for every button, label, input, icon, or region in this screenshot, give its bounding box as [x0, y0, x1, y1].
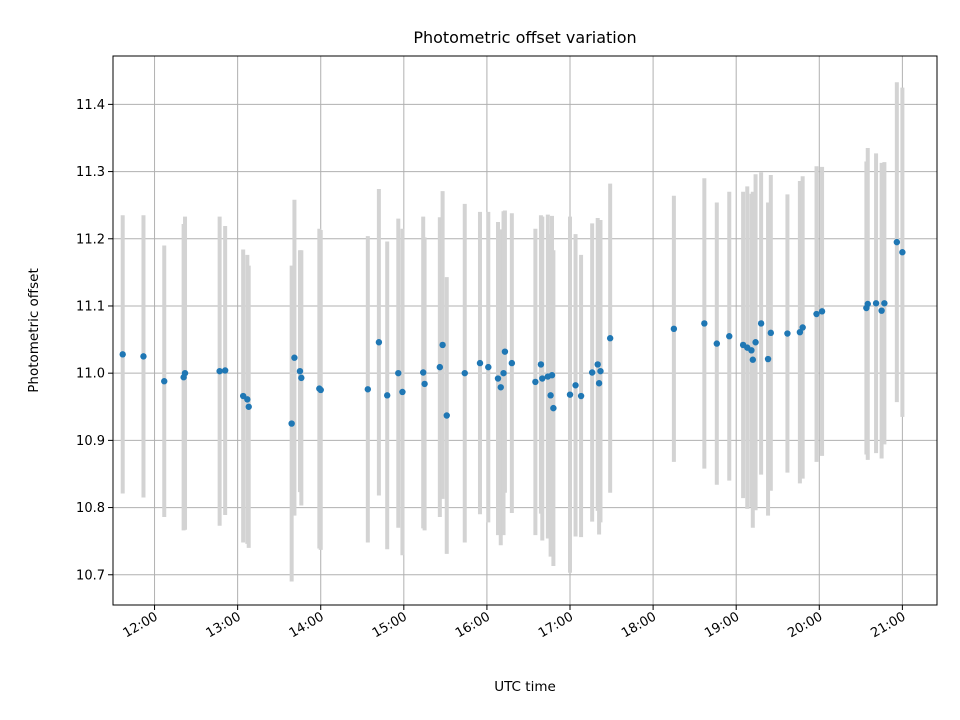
x-tick-label: 16:00 — [453, 609, 493, 641]
data-point — [726, 333, 733, 340]
data-point — [501, 348, 509, 355]
data-point — [864, 300, 871, 308]
data-point — [539, 375, 546, 382]
y-tick-label: 11.0 — [76, 367, 105, 382]
y-tick-label: 10.8 — [76, 501, 105, 516]
data-point — [244, 396, 251, 403]
data-point — [881, 300, 888, 307]
y-tick-label: 11.4 — [76, 98, 105, 113]
data-point — [572, 382, 579, 389]
data-point — [443, 412, 450, 419]
x-tick-label: 17:00 — [536, 609, 576, 641]
data-point — [221, 367, 229, 374]
data-point — [606, 335, 614, 342]
data-point — [713, 340, 721, 347]
x-tick-label: 14:00 — [287, 609, 327, 641]
data-point — [216, 367, 223, 375]
data-point — [364, 386, 372, 393]
y-tick-label: 10.7 — [76, 568, 105, 583]
y-tick-label: 10.9 — [76, 434, 105, 449]
data-point — [594, 361, 601, 368]
data-point — [161, 378, 168, 385]
y-tick-label: 11.1 — [76, 299, 105, 314]
data-point — [181, 369, 189, 377]
data-point — [494, 375, 502, 382]
data-point — [748, 347, 755, 354]
data-point — [500, 369, 507, 377]
data-point — [893, 238, 901, 246]
data-point — [476, 359, 484, 367]
data-point — [595, 380, 603, 387]
data-point — [548, 371, 556, 379]
data-point — [436, 363, 444, 371]
data-point — [670, 325, 678, 333]
data-point — [439, 341, 446, 349]
plot-area — [112, 55, 938, 606]
data-point — [532, 378, 539, 386]
chart-title: Photometric offset variation — [413, 28, 636, 47]
data-point — [547, 392, 554, 399]
data-point — [537, 361, 545, 368]
data-point — [752, 339, 759, 346]
data-point — [872, 300, 880, 307]
data-point — [701, 320, 708, 327]
data-point — [291, 354, 298, 361]
x-axis-label: UTC time — [494, 679, 556, 695]
data-point — [245, 403, 252, 410]
data-point — [799, 324, 806, 331]
x-tick-label: 18:00 — [619, 609, 659, 641]
x-tick-label: 21:00 — [868, 609, 908, 641]
data-point — [588, 369, 596, 376]
data-point — [764, 355, 772, 363]
data-point — [461, 369, 468, 377]
data-point — [399, 388, 406, 396]
data-point — [899, 249, 906, 256]
data-point — [140, 353, 147, 360]
data-point — [508, 359, 516, 367]
data-point — [767, 329, 775, 337]
data-point — [298, 374, 305, 382]
data-point — [818, 308, 826, 315]
data-point — [296, 367, 304, 375]
data-point — [420, 369, 427, 376]
data-point — [421, 380, 428, 388]
data-points — [119, 238, 906, 427]
x-tick-label: 13:00 — [204, 609, 244, 641]
data-point — [375, 339, 383, 346]
data-point — [119, 351, 126, 358]
data-point — [395, 369, 402, 377]
data-point — [384, 392, 391, 399]
data-point — [497, 384, 504, 391]
y-tick-label: 11.2 — [76, 232, 105, 247]
data-point — [757, 320, 765, 327]
x-tick-label: 15:00 — [370, 609, 410, 641]
data-point — [566, 391, 574, 398]
data-point — [577, 392, 585, 400]
data-point — [784, 330, 791, 337]
x-tick-label: 12:00 — [121, 609, 161, 641]
data-point — [749, 356, 757, 363]
data-point — [288, 420, 295, 427]
data-point — [597, 367, 604, 375]
y-tick-label: 11.3 — [76, 165, 105, 180]
data-point — [878, 307, 885, 314]
data-point — [796, 328, 804, 336]
data-point — [485, 363, 492, 371]
data-point — [317, 386, 324, 394]
grid — [113, 56, 937, 605]
axis-ticks: 12:00 13:00 14:00 15:00 16:00 17:00 18:00 19:00… — [76, 98, 908, 641]
data-point — [550, 404, 557, 412]
x-tick-label: 19:00 — [702, 609, 742, 641]
data-point — [813, 310, 820, 318]
y-axis-label: Photometric offset — [26, 268, 42, 392]
x-tick-label: 20:00 — [785, 609, 825, 641]
